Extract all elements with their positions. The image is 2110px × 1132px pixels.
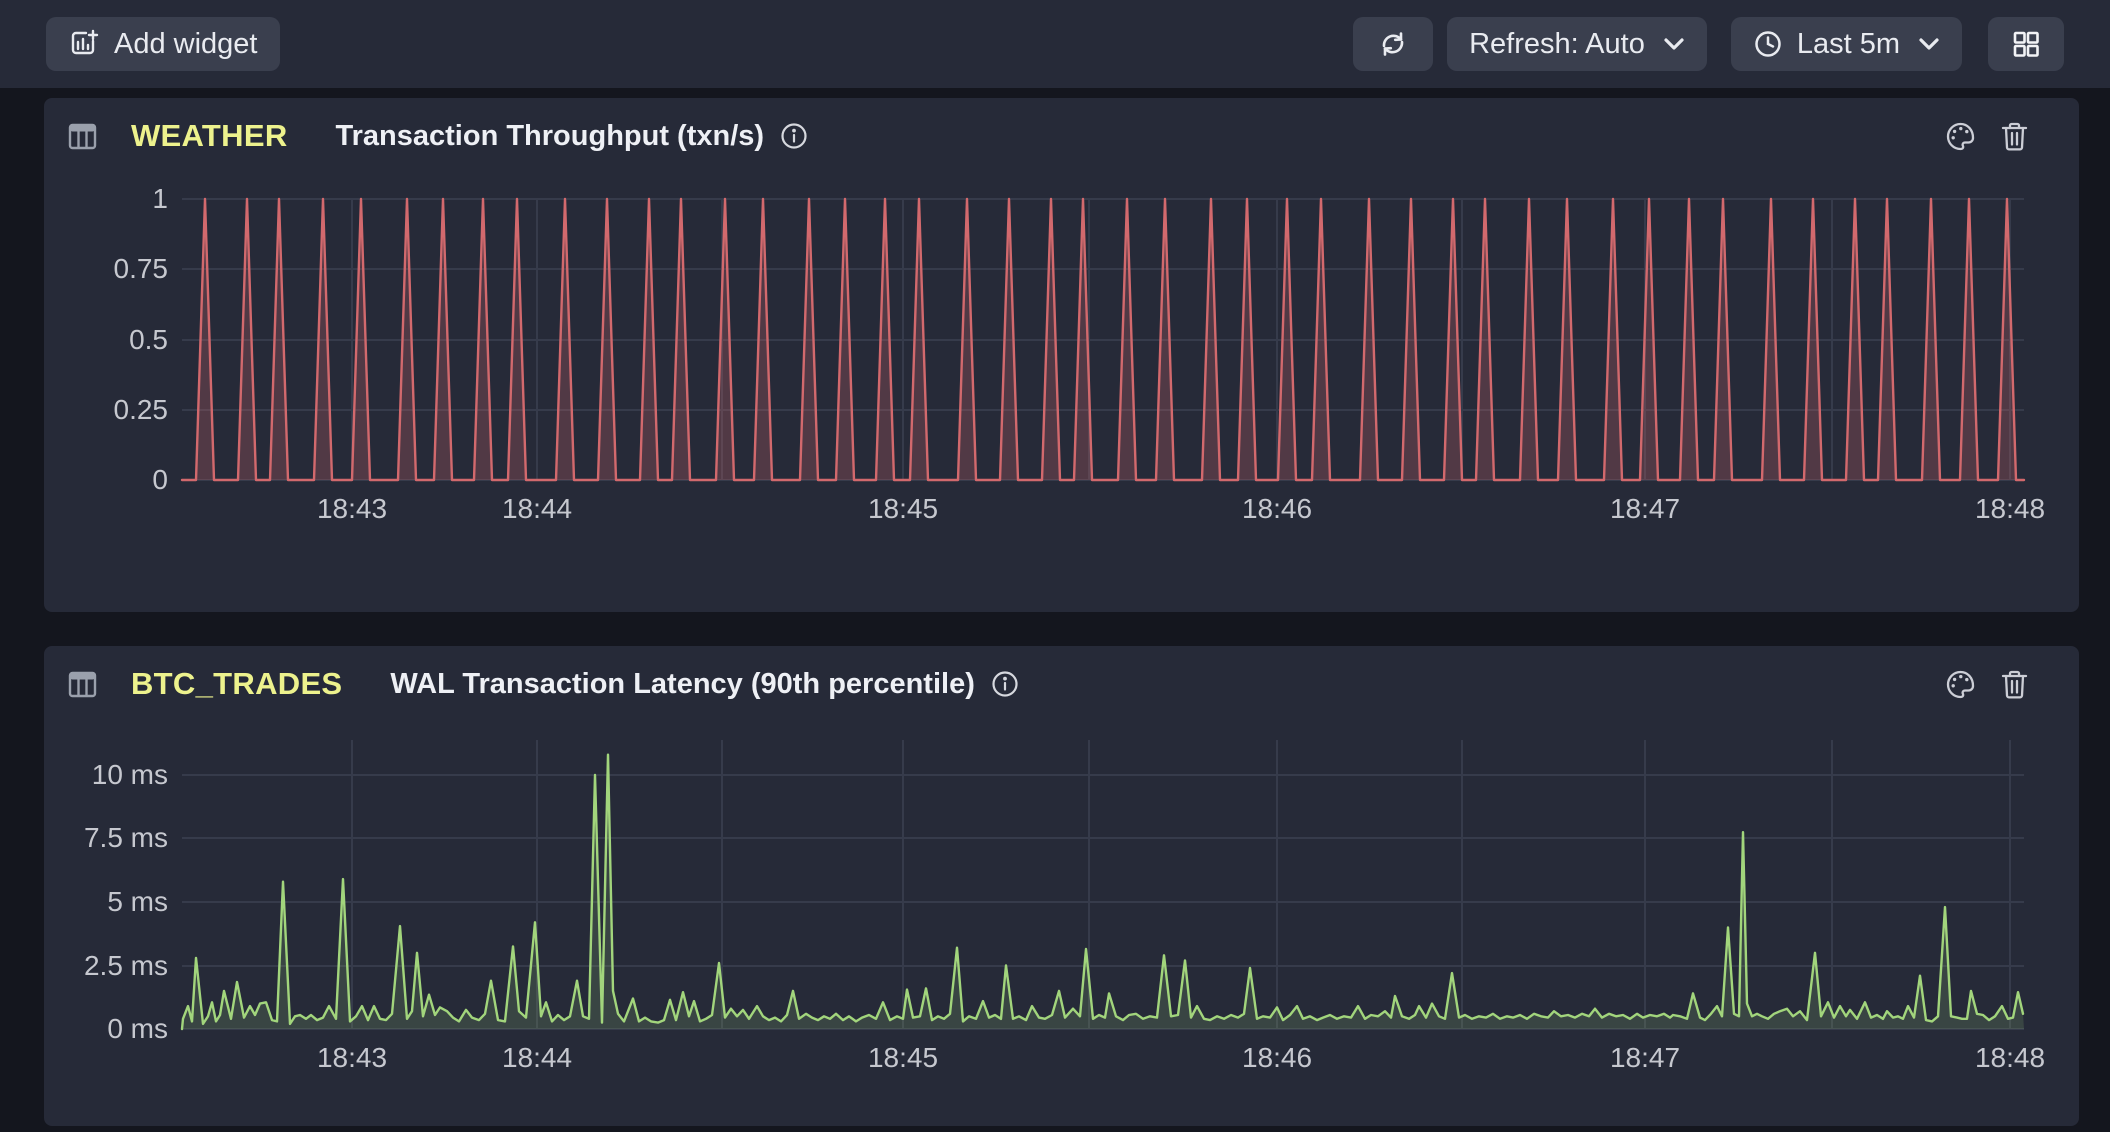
table-name: WEATHER [131,118,288,153]
add-widget-button[interactable]: Add widget [46,17,280,71]
panel-actions [1945,121,2029,152]
x-axis-tick-label: 18:45 [867,1042,939,1073]
x-axis-tick-label: 18:48 [1974,1042,2046,1073]
time-range-dropdown[interactable]: Last 5m [1730,17,1962,71]
y-axis-tick-label: 7.5 ms [83,822,168,853]
x-axis-tick-label: 18:46 [1241,1042,1313,1073]
x-axis-tick-label: 18:47 [1609,1042,1681,1073]
x-axis-tick-label: 18:44 [501,1042,573,1073]
table-name: BTC_TRADES [131,666,343,701]
y-axis-tick-label: 10 ms [91,759,168,790]
palette-button[interactable] [1945,121,1976,152]
palette-icon [1945,669,1976,700]
refresh-button[interactable] [1353,17,1434,71]
series-line [180,753,2025,1031]
x-axis-tick-label: 18:48 [1974,493,2046,524]
delete-widget-button[interactable] [2000,669,2029,700]
grid-layout-button[interactable] [1988,17,2064,71]
chevron-down-icon [1918,37,1940,51]
refresh-mode-label: Refresh: Auto [1469,27,1645,60]
chart-plot-area[interactable] [180,740,2025,1031]
x-axis-tick-label: 18:45 [867,493,939,524]
grid-layout-icon [2011,29,2041,59]
chart-plot-area[interactable] [180,197,2026,482]
y-axis-tick-label: 0.75 [113,253,169,284]
panel-header: WEATHER Transaction Throughput (txn/s) [68,114,2029,158]
table-icon [68,671,97,698]
x-axis-tick-label: 18:44 [501,493,573,524]
info-icon[interactable] [991,670,1019,698]
clock-icon [1753,29,1783,59]
table-icon [68,123,97,150]
trash-icon [2000,669,2029,700]
y-axis-tick-label: 2.5 ms [83,950,168,981]
panel-actions [1945,669,2029,700]
info-icon[interactable] [780,122,808,150]
chart-title: WAL Transaction Latency (90th percentile… [390,667,975,700]
palette-icon [1945,121,1976,152]
y-axis-tick-label: 5 ms [107,886,168,917]
refresh-mode-dropdown[interactable]: Refresh: Auto [1447,17,1707,71]
series-line [180,197,2026,482]
panel-header: BTC_TRADES WAL Transaction Latency (90th… [68,662,2029,706]
y-axis-tick-label: 0 ms [107,1013,168,1044]
y-axis-tick-label: 0.25 [113,394,169,425]
y-axis-tick-label: 1 [152,183,168,214]
x-axis-tick-label: 18:43 [316,1042,388,1073]
palette-button[interactable] [1945,669,1976,700]
widget-panel-weather: WEATHER Transaction Throughput (txn/s) [44,98,2079,612]
chart-title: Transaction Throughput (txn/s) [335,119,765,152]
x-axis-tick-label: 18:47 [1609,493,1681,524]
time-range-label: Last 5m [1796,27,1900,60]
x-axis-tick-label: 18:46 [1241,493,1313,524]
dashboard-content: WEATHER Transaction Throughput (txn/s) [44,98,2079,1126]
trash-icon [2000,121,2029,152]
y-axis-tick-label: 0 [152,464,168,495]
add-widget-label: Add widget [114,27,258,60]
delete-widget-button[interactable] [2000,121,2029,152]
x-axis-tick-label: 18:43 [316,493,388,524]
chevron-down-icon [1663,37,1685,51]
widget-panel-btc-trades: BTC_TRADES WAL Transaction Latency (90th… [44,646,2079,1126]
refresh-circular-arrows-icon [1378,29,1408,59]
y-axis-tick-label: 0.5 [129,324,168,355]
top-toolbar: Add widget Refresh: Auto Last 5m [0,0,2110,88]
chart-plus-icon [68,28,100,60]
